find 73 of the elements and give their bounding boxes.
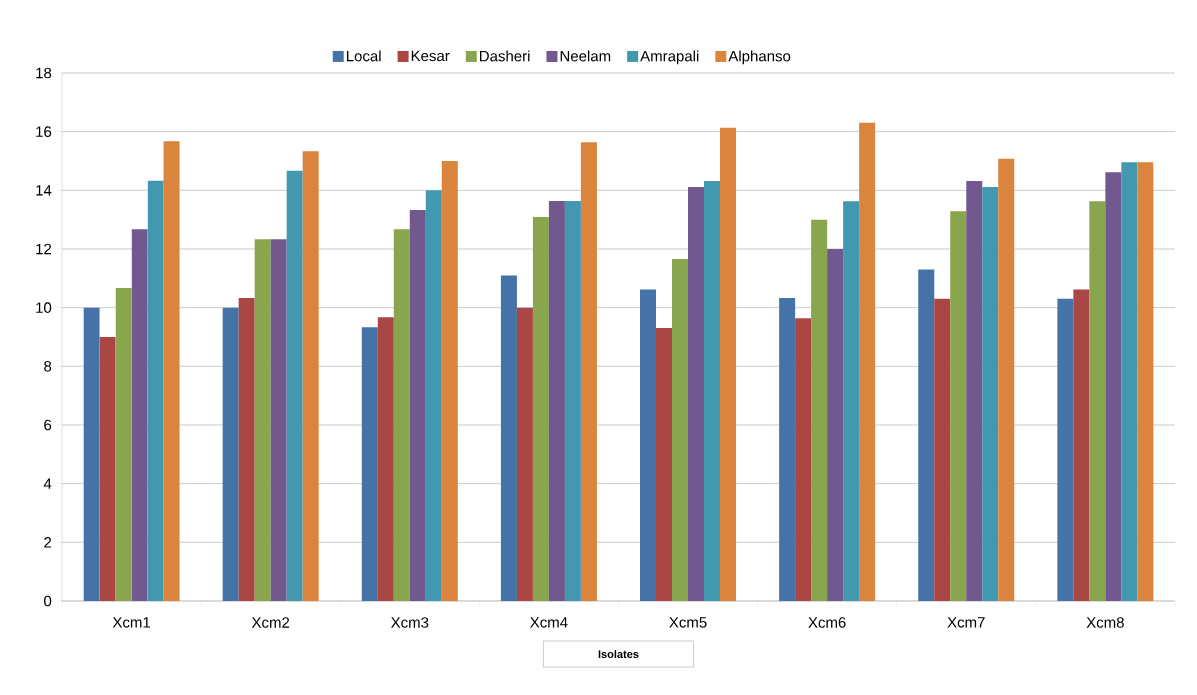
bar xyxy=(425,190,442,601)
bar xyxy=(1089,201,1106,601)
y-tick-label: 8 xyxy=(44,361,52,372)
legend-label: Neelam xyxy=(560,50,611,62)
y-tick-label: 14 xyxy=(36,185,52,196)
y-tick-label: 6 xyxy=(44,419,52,431)
bar xyxy=(238,297,255,601)
bar xyxy=(720,127,737,601)
bar xyxy=(998,158,1015,601)
bar xyxy=(1137,162,1154,601)
bar xyxy=(859,122,876,601)
legend-label: Kesar xyxy=(411,50,450,62)
bar xyxy=(377,317,394,601)
bar xyxy=(779,297,796,601)
y-tick-label: 0 xyxy=(44,595,52,607)
bar xyxy=(827,248,844,601)
bar xyxy=(640,289,657,601)
bar xyxy=(580,142,597,601)
legend-label: Alphanso xyxy=(728,50,791,65)
x-tick-label: Xcm4 xyxy=(530,617,568,628)
y-tick-label: 2 xyxy=(44,537,52,548)
bar xyxy=(1073,289,1090,601)
bar xyxy=(99,336,116,601)
y-tick-label: 12 xyxy=(36,243,52,255)
bar xyxy=(688,187,705,601)
bar xyxy=(672,258,689,601)
bar xyxy=(843,201,860,601)
x-tick-label: Xcm3 xyxy=(390,617,429,628)
bar xyxy=(302,151,319,601)
bar xyxy=(1057,298,1074,601)
bar xyxy=(982,187,999,601)
legend-label: Dasheri xyxy=(480,50,530,62)
bar xyxy=(163,141,180,601)
bar xyxy=(934,298,951,601)
bar xyxy=(966,180,983,601)
bar xyxy=(222,307,239,601)
x-tick-label: Xcm1 xyxy=(112,617,150,628)
bar xyxy=(500,275,517,601)
bar xyxy=(564,200,581,601)
x-tick-label: Xcm6 xyxy=(808,617,846,628)
bar xyxy=(516,307,533,601)
bar xyxy=(115,288,132,601)
bar xyxy=(656,327,673,601)
bar xyxy=(1121,162,1138,601)
bar xyxy=(83,307,100,601)
legend-label: Amrapali xyxy=(640,50,699,65)
y-tick-label: 16 xyxy=(36,126,52,137)
x-axis-title: Isolates xyxy=(598,649,639,659)
bar xyxy=(270,239,287,601)
bar xyxy=(441,160,458,601)
y-tick-label: 18 xyxy=(36,67,52,79)
bar xyxy=(548,200,565,601)
bar xyxy=(361,327,378,601)
bar xyxy=(1105,172,1122,601)
bar xyxy=(147,180,164,601)
bar xyxy=(950,211,967,601)
bar xyxy=(704,180,721,601)
bar xyxy=(918,269,935,601)
bar xyxy=(811,219,828,601)
bar xyxy=(795,318,812,601)
y-tick-label: 4 xyxy=(43,478,52,489)
legend-label: Local xyxy=(346,50,381,62)
x-tick-label: Xcm8 xyxy=(1086,617,1124,628)
bar xyxy=(409,209,426,601)
x-tick-label: Xcm5 xyxy=(669,617,707,628)
x-tick-label: Xcm7 xyxy=(947,617,985,628)
bar xyxy=(254,239,271,601)
x-tick-label: Xcm2 xyxy=(251,617,290,628)
y-tick-label: 10 xyxy=(36,302,52,313)
bar xyxy=(286,170,303,601)
bar xyxy=(393,229,410,601)
bar xyxy=(131,229,148,601)
bar xyxy=(532,217,549,601)
